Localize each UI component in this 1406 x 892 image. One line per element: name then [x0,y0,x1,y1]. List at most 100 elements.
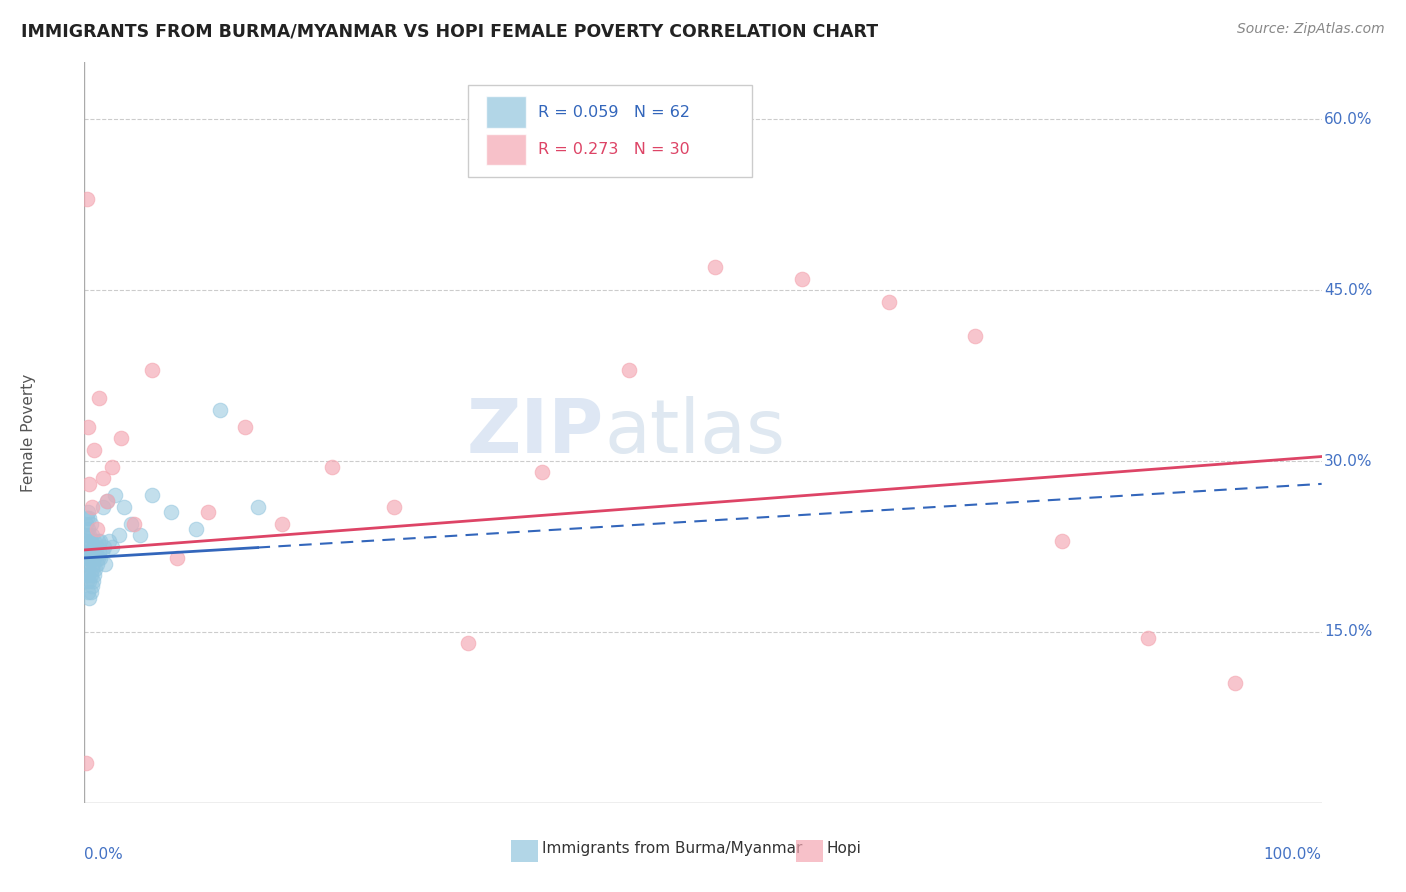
Point [531,466,554,480]
Point [79,511,101,525]
Point [83,442,105,457]
Point [457,636,479,650]
Point [141,363,163,377]
Point [100,540,122,554]
Point [877,294,900,309]
Point [79,557,101,571]
Point [704,260,727,275]
Point [184,523,207,537]
FancyBboxPatch shape [486,134,526,165]
Point [86,523,108,537]
Point [1050,533,1073,548]
Point [77,523,100,537]
Point [76,557,98,571]
Point [160,505,183,519]
Point [91,500,114,514]
Point [79,568,101,582]
Text: Source: ZipAtlas.com: Source: ZipAtlas.com [1237,22,1385,37]
Point [75,756,97,770]
Point [77,550,100,565]
Point [122,516,145,531]
Point [76,528,98,542]
Text: 0.0%: 0.0% [84,847,124,863]
Point [321,459,343,474]
Point [84,545,107,559]
Point [87,550,110,565]
Point [90,545,112,559]
Point [75,533,97,548]
Text: atlas: atlas [605,396,785,469]
Point [96,494,118,508]
Text: Immigrants from Burma/Myanmar: Immigrants from Burma/Myanmar [543,841,803,856]
Point [77,540,100,554]
Point [83,533,105,548]
Point [233,420,256,434]
Text: IMMIGRANTS FROM BURMA/MYANMAR VS HOPI FEMALE POVERTY CORRELATION CHART: IMMIGRANTS FROM BURMA/MYANMAR VS HOPI FE… [21,22,879,40]
Point [80,562,103,576]
Point [93,540,115,554]
Point [91,471,114,485]
Point [77,568,100,582]
Point [77,585,100,599]
Text: ZIP: ZIP [467,396,605,469]
Point [197,505,219,519]
Point [89,533,111,548]
Point [1137,631,1160,645]
Point [76,545,98,559]
Point [86,540,108,554]
Point [104,488,127,502]
Point [79,574,101,588]
Point [86,557,108,571]
Point [76,192,98,206]
Point [83,568,105,582]
Point [209,402,232,417]
Point [79,591,101,605]
Point [75,568,97,582]
FancyBboxPatch shape [512,840,538,862]
Point [76,574,98,588]
Point [82,540,104,554]
Point [80,545,103,559]
Point [77,505,100,519]
Point [79,476,101,491]
Point [89,545,111,559]
Point [1223,676,1246,690]
Point [120,516,142,531]
Point [112,500,135,514]
Point [79,545,101,559]
Text: R = 0.059   N = 62: R = 0.059 N = 62 [538,104,690,120]
Point [76,511,98,525]
Point [77,420,100,434]
Point [141,488,163,502]
Point [108,528,131,542]
Point [790,272,813,286]
Point [82,574,104,588]
Point [80,528,103,542]
Point [83,550,105,565]
Point [89,392,111,406]
Point [617,363,640,377]
FancyBboxPatch shape [796,840,823,862]
Text: Female Poverty: Female Poverty [21,374,37,491]
Point [79,585,101,599]
Point [94,557,117,571]
Point [382,500,405,514]
Point [79,533,101,548]
Point [98,533,121,548]
Point [87,533,110,548]
Point [96,494,118,508]
Text: 60.0%: 60.0% [1324,112,1372,127]
Point [89,550,111,565]
Point [166,550,188,565]
Point [79,528,101,542]
Point [110,431,132,445]
Point [965,328,987,343]
Point [75,550,97,565]
Text: 45.0%: 45.0% [1324,283,1372,298]
Text: R = 0.273   N = 30: R = 0.273 N = 30 [538,142,690,157]
Point [80,500,103,514]
Point [100,459,122,474]
Point [79,516,101,531]
Point [246,500,269,514]
Point [79,550,101,565]
